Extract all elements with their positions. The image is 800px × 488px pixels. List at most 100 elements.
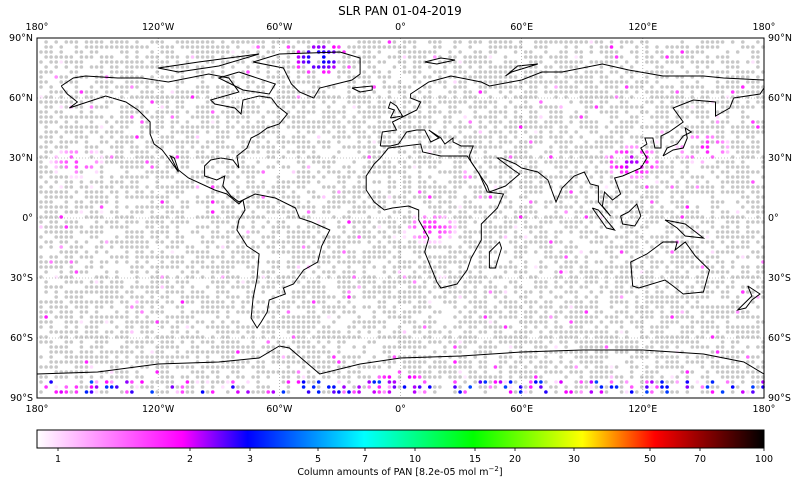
data-point (700, 70, 705, 74)
data-point (347, 200, 351, 204)
data-point (741, 75, 745, 79)
data-point (59, 90, 63, 94)
data-point (645, 220, 649, 224)
data-point (281, 95, 286, 99)
data-point (99, 260, 104, 264)
data-point (150, 55, 154, 59)
data-point (513, 85, 518, 89)
data-point (569, 280, 573, 284)
data-point (382, 170, 387, 174)
data-point (54, 255, 58, 259)
data-point (529, 210, 533, 214)
data-point (448, 55, 452, 59)
data-point (569, 150, 573, 154)
data-point (104, 195, 109, 199)
data-point (226, 110, 230, 114)
data-point (64, 190, 69, 194)
data-point (690, 150, 695, 154)
data-point (407, 260, 412, 264)
data-point (589, 240, 594, 244)
data-point (125, 215, 129, 219)
data-point (226, 175, 230, 179)
data-point (513, 145, 518, 149)
data-point (241, 135, 245, 139)
data-point (342, 105, 346, 109)
data-point (59, 95, 63, 99)
data-point (342, 195, 346, 199)
data-point (589, 145, 594, 149)
data-point (503, 230, 508, 234)
data-point (660, 160, 664, 164)
data-point (281, 305, 286, 309)
data-point (670, 225, 674, 229)
data-point (130, 245, 134, 249)
data-point (448, 250, 452, 254)
data-point (751, 300, 755, 304)
data-point (640, 110, 644, 114)
data-point (660, 260, 664, 264)
data-point (428, 200, 432, 204)
data-point (417, 170, 422, 174)
data-point (574, 45, 578, 49)
data-point (407, 175, 412, 179)
data-point (327, 120, 331, 124)
data-point (650, 145, 654, 149)
data-point (130, 45, 134, 49)
data-point (534, 110, 538, 114)
data-point (130, 140, 134, 144)
data-point (382, 245, 387, 249)
data-point (624, 195, 629, 199)
data-point (741, 145, 745, 149)
data-point (629, 255, 634, 259)
data-point (468, 200, 473, 204)
data-point (392, 245, 397, 249)
data-point (741, 125, 745, 129)
data-point (730, 125, 735, 129)
data-point (94, 170, 99, 174)
data-point (180, 145, 185, 149)
data-point (407, 125, 412, 129)
data-point (710, 170, 715, 174)
data-point (125, 300, 129, 304)
data-point (387, 55, 392, 59)
data-point (135, 110, 139, 114)
data-point (433, 50, 437, 54)
data-point (145, 270, 149, 274)
data-point (135, 160, 139, 164)
data-point (594, 145, 599, 149)
data-point (236, 215, 240, 219)
data-point (746, 115, 750, 119)
data-point (695, 65, 700, 69)
data-point (660, 105, 664, 109)
data-point (190, 250, 195, 254)
data-point (609, 295, 614, 299)
data-point (185, 180, 190, 184)
data-point (609, 200, 614, 204)
data-point (645, 90, 649, 94)
data-point (695, 115, 700, 119)
data-point (453, 125, 457, 129)
data-point (539, 265, 543, 269)
data-point (458, 180, 462, 184)
data-point (352, 220, 356, 224)
data-point (140, 195, 144, 199)
data-point (685, 270, 690, 274)
data-point (488, 165, 493, 169)
data-point (392, 85, 397, 89)
data-point (422, 225, 427, 229)
data-point (190, 130, 195, 134)
data-point (539, 175, 543, 179)
data-point (468, 90, 473, 94)
data-point (322, 145, 326, 149)
data-point (715, 45, 720, 49)
data-point (746, 290, 750, 294)
data-point (377, 115, 382, 119)
data-point (210, 280, 215, 284)
data-point (332, 85, 336, 89)
data-point (579, 145, 583, 149)
data-point (629, 145, 634, 149)
data-point (453, 40, 457, 44)
data-point (624, 265, 629, 269)
data-point (559, 205, 563, 209)
data-point (180, 45, 185, 49)
